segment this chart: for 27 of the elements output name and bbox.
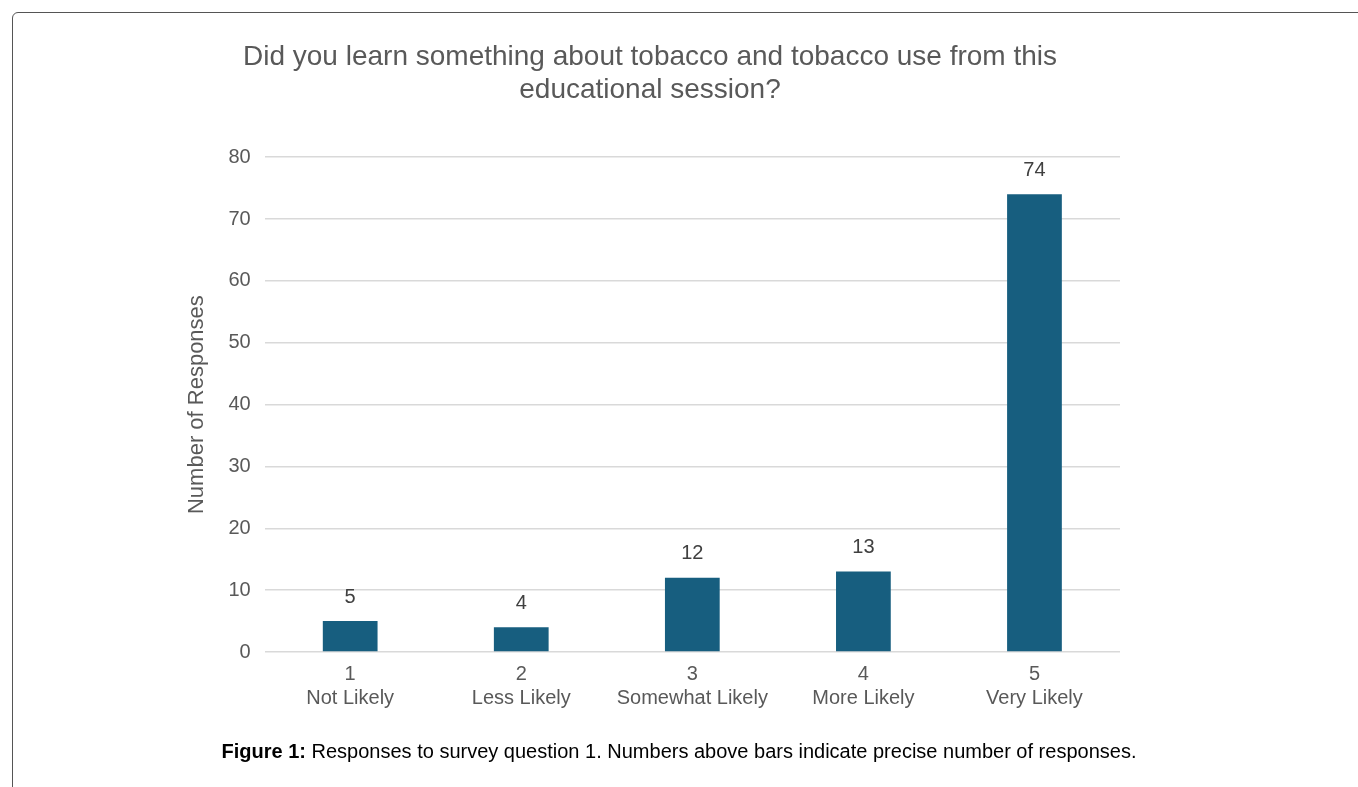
y-tick-label: 30 [228,453,251,476]
x-tick-label: 4 More Likely [812,661,915,708]
bar [322,621,378,652]
y-tick-label: 50 [228,330,251,353]
y-axis-title: Number of Responses [183,295,209,515]
caption: Figure 1: Responses to survey question 1. Numbers above bars indicate precise number of responses. [220,740,1138,763]
data-label: 74 [1023,157,1046,180]
bar [836,571,891,652]
y-tick-label: 70 [228,206,251,229]
y-tick-label: 20 [228,515,251,538]
x-tick-label: 1 Not Likely [306,661,395,708]
y-tick-label: 40 [228,392,251,415]
y-tick-label: 60 [228,268,251,291]
bar [1007,194,1062,652]
data-label: 13 [852,535,875,558]
y-tick-label: 80 [228,144,251,167]
y-tick-label: 10 [228,577,251,600]
bar [664,577,720,652]
y-tick-label: 0 [239,639,251,662]
data-label: 5 [344,584,356,607]
x-tick-label: 5 Very Likely [986,661,1083,708]
data-label: 12 [681,541,704,564]
x-tick-label: 2 Less Likely [471,661,571,708]
chart-title: Did you learn something about tobacco and tobacco use from this educational session? [242,39,1058,105]
bar [493,627,549,652]
x-tick-label: 3 Somewhat Likely [616,661,768,708]
data-label: 4 [515,590,527,613]
